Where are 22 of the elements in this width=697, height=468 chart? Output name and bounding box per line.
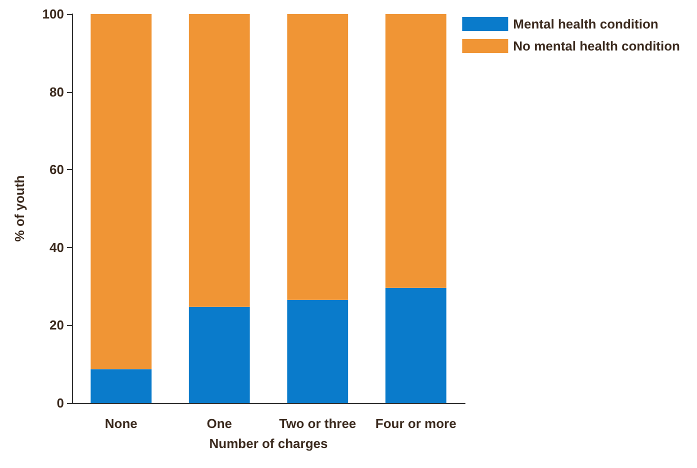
bar [385, 14, 446, 288]
y-tick-label: 80 [50, 84, 64, 100]
bar [90, 14, 152, 370]
y-axis-title: % of youth [12, 175, 27, 242]
bar [90, 369, 152, 403]
x-tick-label: None [104, 416, 138, 431]
bar [385, 288, 446, 403]
y-tick-label: 20 [50, 318, 64, 333]
y-tick-label: 0 [56, 396, 64, 410]
bar [188, 306, 250, 403]
bar [287, 14, 348, 300]
x-tick-label: Two or three [279, 416, 356, 431]
y-tick-label: 40 [50, 240, 64, 255]
legend-label: No mental health condition [513, 38, 680, 54]
x-tick-label: Four or more [375, 416, 456, 431]
legend-label: Mental health condition [513, 16, 658, 32]
x-tick-label: One [206, 416, 232, 431]
x-axis-title: Number of charges [209, 436, 328, 451]
bar [287, 300, 348, 403]
y-tick-label: 100 [42, 6, 64, 22]
y-tick-label: 60 [50, 162, 64, 178]
bar [188, 14, 250, 307]
